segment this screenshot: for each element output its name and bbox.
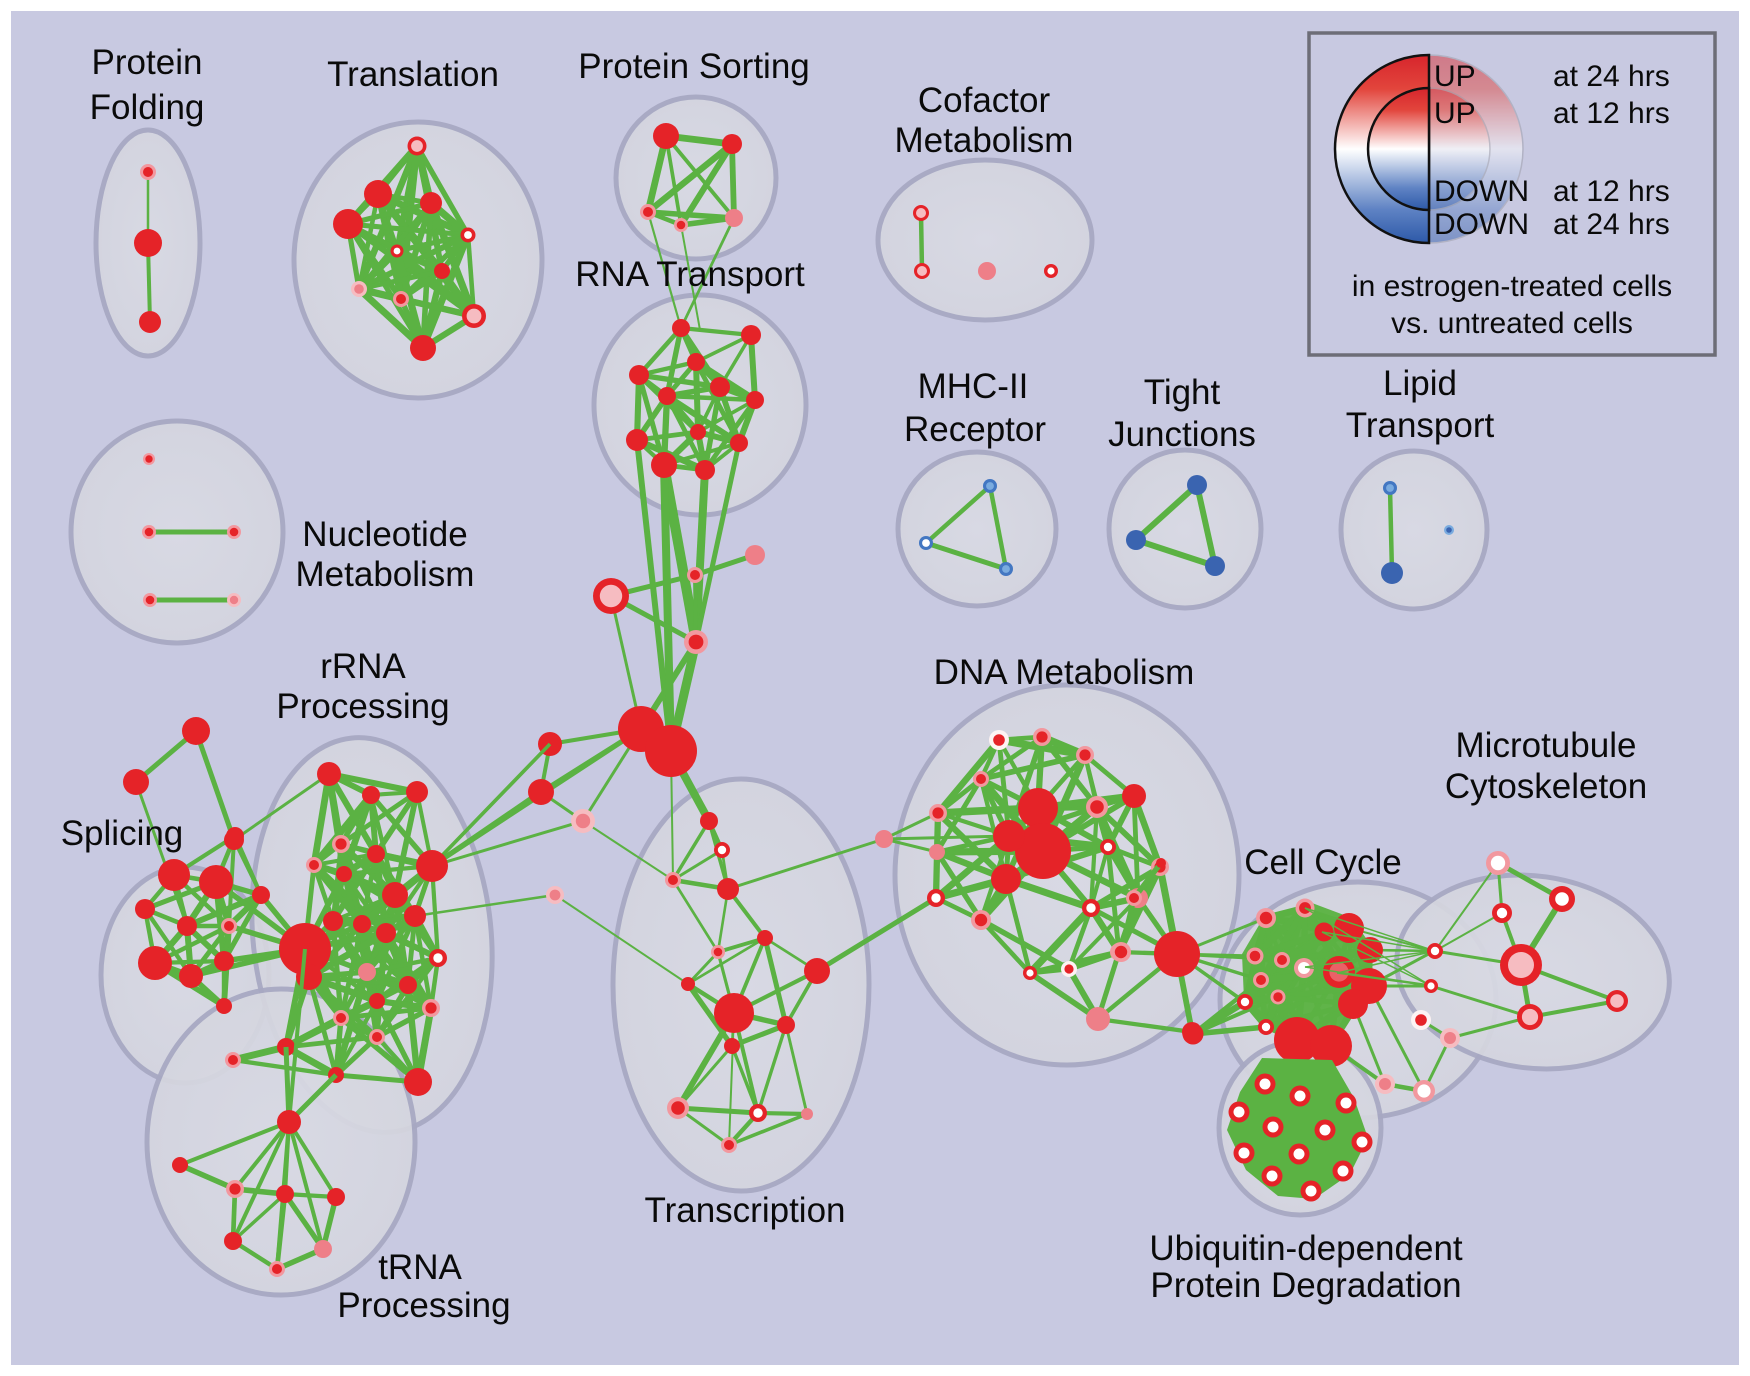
- svg-text:rRNA: rRNA: [320, 647, 406, 686]
- svg-text:Junctions: Junctions: [1108, 415, 1256, 454]
- svg-text:Processing: Processing: [337, 1286, 510, 1325]
- svg-text:MHC-II: MHC-II: [918, 367, 1029, 406]
- svg-text:at 12 hrs: at 12 hrs: [1553, 175, 1670, 208]
- svg-text:Transcription: Transcription: [645, 1191, 846, 1230]
- svg-text:Lipid: Lipid: [1383, 364, 1457, 403]
- svg-text:at 24 hrs: at 24 hrs: [1553, 60, 1670, 93]
- svg-text:RNA Transport: RNA Transport: [575, 255, 805, 294]
- svg-text:Translation: Translation: [327, 55, 499, 94]
- svg-text:Protein Sorting: Protein Sorting: [578, 47, 810, 86]
- svg-text:in estrogen-treated cells: in estrogen-treated cells: [1352, 270, 1672, 303]
- svg-text:Folding: Folding: [90, 88, 205, 127]
- svg-text:vs. untreated cells: vs. untreated cells: [1391, 307, 1633, 340]
- svg-text:Cell Cycle: Cell Cycle: [1244, 843, 1402, 882]
- svg-text:Cytoskeleton: Cytoskeleton: [1445, 767, 1647, 806]
- svg-text:Protein Degradation: Protein Degradation: [1150, 1266, 1461, 1305]
- svg-text:Processing: Processing: [276, 687, 449, 726]
- svg-text:Metabolism: Metabolism: [895, 121, 1074, 160]
- svg-text:Splicing: Splicing: [61, 814, 184, 853]
- svg-text:UP: UP: [1434, 97, 1476, 130]
- svg-text:Receptor: Receptor: [904, 410, 1046, 449]
- svg-text:Tight: Tight: [1144, 373, 1221, 412]
- svg-text:Ubiquitin-dependent: Ubiquitin-dependent: [1149, 1229, 1463, 1268]
- svg-text:Protein: Protein: [92, 43, 203, 82]
- svg-text:DOWN: DOWN: [1434, 208, 1529, 241]
- svg-text:Microtubule: Microtubule: [1456, 726, 1637, 765]
- svg-text:DNA Metabolism: DNA Metabolism: [934, 653, 1195, 692]
- svg-text:at 24 hrs: at 24 hrs: [1553, 208, 1670, 241]
- svg-text:Cofactor: Cofactor: [918, 81, 1051, 120]
- svg-text:Nucleotide: Nucleotide: [302, 515, 467, 554]
- svg-text:Metabolism: Metabolism: [296, 555, 475, 594]
- svg-text:Transport: Transport: [1346, 406, 1495, 445]
- svg-text:DOWN: DOWN: [1434, 175, 1529, 208]
- svg-text:tRNA: tRNA: [378, 1248, 462, 1287]
- svg-text:at 12 hrs: at 12 hrs: [1553, 97, 1670, 130]
- svg-text:UP: UP: [1434, 60, 1476, 93]
